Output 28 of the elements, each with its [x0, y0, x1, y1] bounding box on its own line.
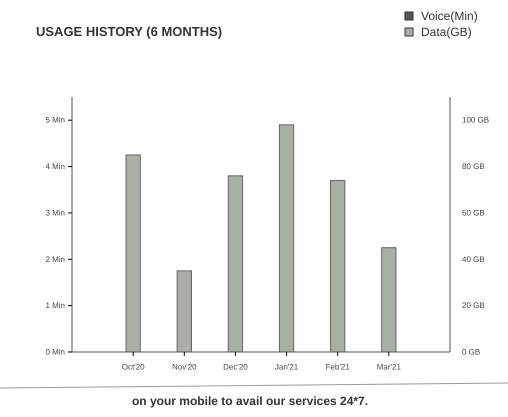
- legend-label: Data(GB): [421, 25, 472, 39]
- bar: [228, 175, 244, 352]
- y-tick-label: 0 Min: [45, 348, 65, 357]
- x-tick-label: Nov'20: [172, 362, 198, 372]
- bar: [330, 180, 346, 352]
- chart-title: USAGE HISTORY (6 MONTHS): [36, 24, 222, 39]
- y2-tick-label: 100 GB: [462, 116, 490, 125]
- x-tick-label: Mar'21: [376, 362, 402, 372]
- text: on your mobile to avail our services 24*7.: [132, 394, 368, 408]
- x-tick-label: Jan'21: [274, 362, 299, 372]
- y2-tick-label: 0 GB: [462, 348, 480, 357]
- x-tick-label: Feb'21: [326, 362, 350, 372]
- y2-tick-label: 80 GB: [462, 162, 485, 172]
- bar: [381, 247, 396, 352]
- y2-tick-label: 20 GB: [462, 301, 485, 310]
- y2-tick-label: 40 GB: [462, 254, 485, 264]
- bar: [126, 154, 141, 352]
- y-tick-label: 3 Min: [45, 208, 65, 218]
- y-tick-label: 2 Min: [45, 254, 65, 264]
- y-tick-label: 5 Min: [45, 116, 65, 125]
- y-tick-label: 1 Min: [45, 301, 65, 310]
- legend-label: Voice(Min): [421, 9, 478, 23]
- x-tick-label: Oct'20: [122, 362, 146, 372]
- bar: [278, 124, 294, 352]
- y-tick-label: 4 Min: [45, 162, 65, 172]
- y2-tick-label: 60 GB: [462, 208, 485, 218]
- bar: [176, 270, 192, 352]
- x-tick-label: Dec'20: [223, 362, 248, 372]
